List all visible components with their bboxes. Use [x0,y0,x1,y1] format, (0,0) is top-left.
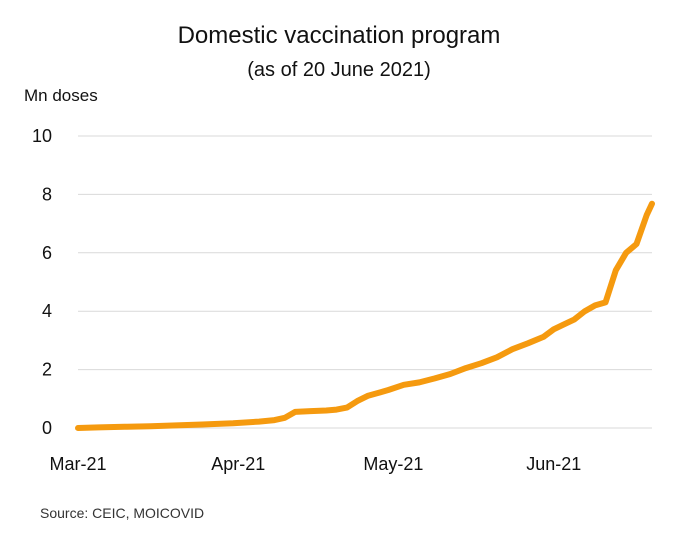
chart-title: Domestic vaccination program [177,22,501,49]
chart-subtitle: (as of 20 June 2021) [247,59,431,81]
source-note: Source: CEIC, MOICOVID [40,505,205,521]
y-axis-label: Mn doses [24,86,98,105]
y-axis-ticks: 0 2 4 6 8 10 [32,126,52,438]
x-tick-label: Apr-21 [211,454,265,474]
series-lines [75,200,655,431]
y-tick-label: 10 [32,126,52,146]
y-tick-label: 8 [42,184,52,204]
gridlines [78,135,652,429]
x-tick-label: Mar-21 [49,454,106,474]
y-tick-label: 4 [42,301,52,321]
series-line-doses [75,200,655,431]
y-tick-label: 0 [42,418,52,438]
x-tick-label: Jun-21 [526,454,581,474]
x-axis-ticks: Mar-21 Apr-21 May-21 Jun-21 [49,454,581,474]
y-tick-label: 2 [42,360,52,380]
x-tick-label: May-21 [363,454,423,474]
y-tick-label: 6 [42,243,52,263]
